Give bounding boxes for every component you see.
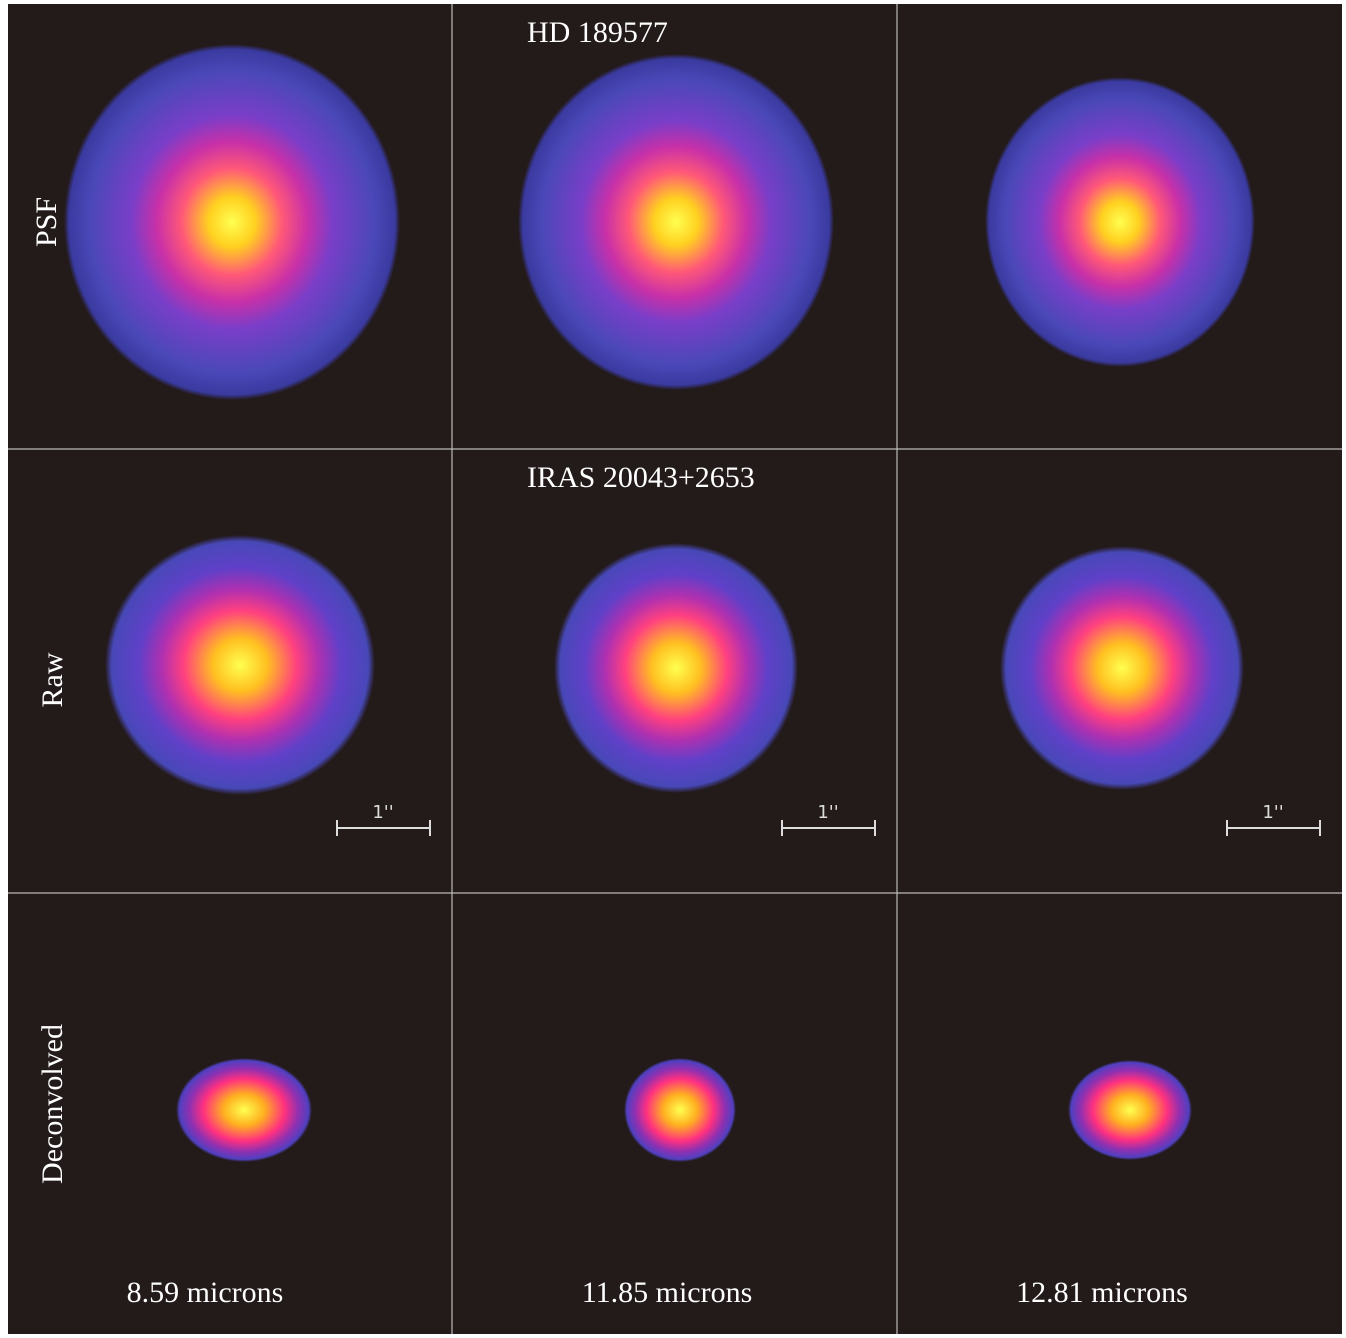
psf-image [518, 54, 834, 390]
row-label: PSF [30, 197, 63, 247]
psf-image [64, 44, 400, 400]
scale-bar-label: 1'' [372, 802, 393, 823]
column-label: 12.81 microns [1016, 1276, 1188, 1309]
raw-image [554, 543, 798, 793]
scale-bar-label: 1'' [1262, 802, 1283, 823]
row-label: Deconvolved [36, 1024, 69, 1184]
deconvolved-image [624, 1058, 736, 1162]
deconvolved-image [1068, 1060, 1192, 1160]
object-title: HD 189577 [527, 16, 668, 49]
object-title: IRAS 20043+2653 [527, 461, 755, 494]
raw-image [105, 535, 375, 795]
deconvolved-image [176, 1058, 312, 1162]
row-label: Raw [36, 652, 69, 707]
scale-bar-label: 1'' [817, 802, 838, 823]
figure: 1'' 1'' 1'' HD 189577 IRAS 20043+2653 PS… [0, 0, 1346, 1338]
column-label: 11.85 microns [582, 1276, 753, 1309]
column-label: 8.59 microns [127, 1276, 284, 1309]
raw-image [1000, 546, 1244, 790]
psf-image [985, 77, 1255, 367]
